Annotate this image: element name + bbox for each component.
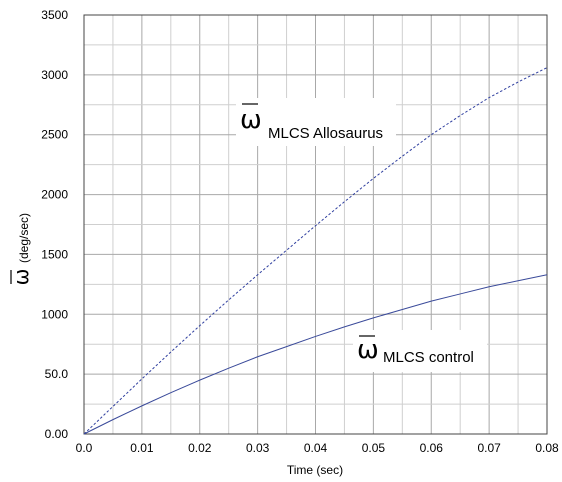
y-tick-label: 1500 [41, 247, 68, 261]
x-tick-label: 0.04 [304, 441, 328, 455]
x-tick-label: 0.0 [76, 441, 93, 455]
annotation-allosaurus: ω MLCS Allosaurus [236, 98, 396, 146]
y-axis-unit: (deg/sec) [17, 213, 31, 263]
x-tick-label: 0.02 [188, 441, 212, 455]
x-tick-label: 0.05 [362, 441, 386, 455]
y-tick-labels: 0.00 50.0 1000 1500 2000 2500 3000 3500 [41, 8, 68, 441]
x-tick-label: 0.08 [535, 441, 559, 455]
annotation-control-bg [353, 330, 487, 372]
series-line-control [83, 274, 548, 435]
annotation-allosaurus-subscript: MLCS Allosaurus [268, 125, 383, 142]
y-axis-symbol: ω [9, 269, 33, 286]
y-tick-label: 1000 [41, 307, 68, 321]
y-tick-label: 50.0 [45, 367, 69, 381]
x-tick-label: 0.03 [246, 441, 270, 455]
x-tick-labels: 0.0 0.01 0.02 0.03 0.04 0.05 0.06 0.07 0.08 [76, 441, 559, 455]
annotation-allosaurus-bg [236, 98, 396, 146]
plot-frame [83, 14, 548, 435]
y-tick-label: 0.00 [45, 427, 69, 441]
y-axis-label: ω (deg/sec) [9, 213, 33, 285]
y-tick-label: 3500 [41, 8, 68, 22]
y-tick-label: 2500 [41, 128, 68, 142]
x-axis-label: Time (sec) [287, 463, 343, 477]
annotation-control: ω MLCS control [353, 330, 487, 372]
annotation-control-subscript: MLCS control [383, 349, 474, 366]
y-tick-label: 3000 [41, 68, 68, 82]
x-tick-label: 0.07 [477, 441, 501, 455]
annotation-control-symbol: ω [357, 335, 379, 365]
series-line-allosaurus [83, 67, 548, 435]
x-tick-label: 0.06 [420, 441, 444, 455]
y-tick-label: 2000 [41, 188, 68, 202]
series-layer [83, 67, 548, 435]
x-tick-label: 0.01 [130, 441, 154, 455]
annotation-allosaurus-symbol: ω [240, 105, 262, 135]
